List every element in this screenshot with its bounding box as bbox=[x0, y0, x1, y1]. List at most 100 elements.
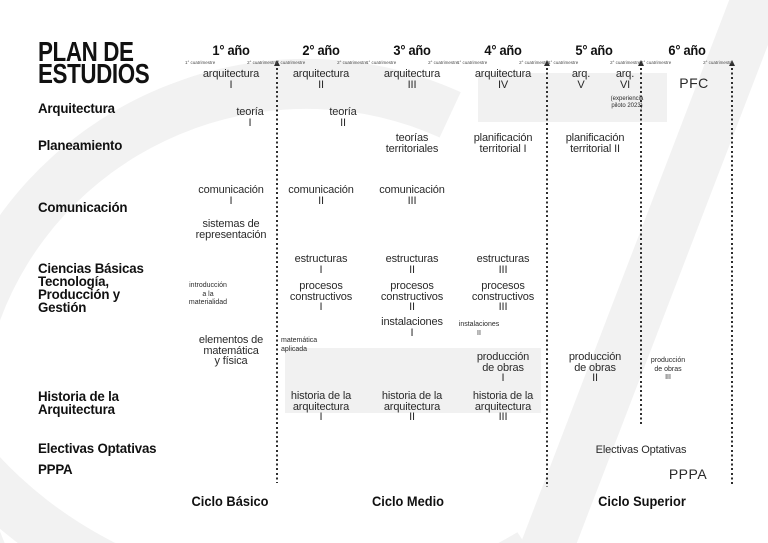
year-label: 4° año bbox=[484, 42, 522, 58]
course-line: planificación bbox=[565, 132, 625, 144]
course-line: procesos bbox=[299, 280, 343, 292]
course-line: II bbox=[318, 194, 324, 207]
row-label: Comunicación bbox=[38, 200, 128, 214]
course-line: historia de la bbox=[472, 390, 534, 402]
course-line: producción bbox=[568, 351, 622, 363]
course-line: producción bbox=[476, 351, 530, 363]
course-line: I bbox=[229, 194, 233, 207]
course-line: Electivas Optativas bbox=[595, 444, 687, 456]
row-label-line: Gestión bbox=[38, 299, 87, 315]
course-cell: arq. VI bbox=[605, 69, 645, 90]
course-line: elementos de bbox=[198, 334, 264, 346]
course-line: teoría bbox=[236, 106, 264, 118]
course-line: procesos bbox=[481, 280, 525, 292]
course-cell: arquitectura III bbox=[364, 69, 460, 90]
course-line: V bbox=[577, 78, 585, 91]
row-label: Planeamiento bbox=[38, 137, 123, 153]
course-line: sistemas de bbox=[202, 218, 260, 230]
course-line: comunicación bbox=[288, 184, 354, 196]
cycle-divider bbox=[276, 68, 278, 483]
row-label-line: PPPA bbox=[38, 461, 73, 477]
course-cell: teorías territoriales bbox=[364, 133, 460, 154]
course-cell: procesos constructivos III bbox=[455, 281, 551, 313]
course-line: III bbox=[407, 78, 417, 91]
row-label-line: Producción y bbox=[38, 286, 120, 302]
course-line: teoría bbox=[329, 106, 357, 118]
course-line: (experiencia bbox=[610, 96, 644, 102]
course-line: producción bbox=[650, 357, 686, 364]
course-line: arquitectura bbox=[474, 68, 532, 80]
cycle-divider bbox=[640, 68, 642, 425]
course-line: II bbox=[592, 372, 598, 385]
semester-labels: 1° cuatrimestre 2° cuatrimestre bbox=[457, 60, 549, 66]
course-cell: introducción a la materialidad bbox=[160, 282, 256, 308]
course-cell: PPPA bbox=[640, 466, 736, 482]
semester-labels: 1° cuatrimestre 2° cuatrimestre bbox=[366, 60, 458, 66]
year-header: 6° año 1° cuatrimestre 2° cuatrimestre bbox=[641, 43, 733, 66]
course-line: arq. bbox=[615, 68, 635, 80]
row-label-line: Historia de la bbox=[38, 388, 119, 404]
divider-arrow-up-icon bbox=[273, 60, 280, 66]
year-header: 5° año 1° cuatrimestre 2° cuatrimestre bbox=[548, 43, 640, 66]
course-cell: Electivas Optativas bbox=[576, 445, 706, 456]
cycle-divider bbox=[731, 68, 733, 484]
semester-2-label: 2° cuatrimestre bbox=[427, 60, 458, 66]
row-label-line: Electivas Optativas bbox=[38, 440, 157, 456]
semester-2-label: 2° cuatrimestre bbox=[336, 60, 367, 66]
semester-labels: 1° cuatrimestre 2° cuatrimestre bbox=[548, 60, 640, 66]
course-cell: (experiencia piloto 2023) bbox=[597, 96, 657, 110]
course-line: I bbox=[229, 78, 233, 91]
row-label: PPPA bbox=[38, 461, 73, 477]
course-line: a la bbox=[202, 290, 214, 298]
semester-2-label: 2° cuatrimestre bbox=[702, 60, 733, 66]
row-label-line: Ciencias Básicas bbox=[38, 260, 144, 276]
semester-2-label: 2° cuatrimestre bbox=[609, 60, 640, 66]
course-line: II bbox=[477, 329, 481, 337]
course-cell: estructuras II bbox=[364, 254, 460, 275]
course-line: I bbox=[248, 116, 252, 129]
course-cell: teoría I bbox=[202, 107, 298, 128]
highlight-block bbox=[285, 348, 541, 413]
cycle-divider bbox=[546, 68, 548, 487]
course-line: historia de la bbox=[381, 390, 443, 402]
course-cell: historia de la arquitectura II bbox=[364, 391, 460, 423]
course-line: de obras bbox=[654, 365, 682, 373]
cycle-label: Ciclo Medio bbox=[372, 494, 444, 509]
course-cell: comunicación I bbox=[183, 185, 279, 206]
course-line: instalaciones bbox=[458, 321, 500, 328]
course-cell: arquitectura II bbox=[273, 69, 369, 90]
course-line: PPPA bbox=[668, 466, 708, 482]
course-line: historia de la bbox=[290, 390, 352, 402]
course-line: III bbox=[498, 411, 508, 424]
course-cell: arquitectura IV bbox=[455, 69, 551, 90]
page-title: PLAN DE ESTUDIOS bbox=[38, 38, 150, 89]
course-line: teorías bbox=[395, 132, 429, 144]
semester-1-label: 1° cuatrimestre bbox=[275, 60, 306, 66]
course-cell: comunicación III bbox=[364, 185, 460, 206]
row-label-line: Planeamiento bbox=[38, 137, 123, 153]
course-cell: sistemas de representación bbox=[183, 219, 279, 240]
semester-2-label: 2° cuatrimestre bbox=[246, 60, 277, 66]
row-label-line: Tecnología, bbox=[38, 273, 109, 289]
course-line: I bbox=[319, 263, 323, 276]
row-label: Electivas Optativas bbox=[38, 440, 157, 456]
course-line: I bbox=[319, 301, 323, 314]
course-cell: producción de obras III bbox=[620, 357, 716, 383]
page-title-line: ESTUDIOS bbox=[38, 58, 150, 89]
course-line: introducción bbox=[189, 282, 227, 289]
cycle-label: Ciclo Superior bbox=[598, 494, 686, 509]
course-cell: comunicación II bbox=[273, 185, 369, 206]
course-cell: instalaciones II bbox=[431, 321, 527, 338]
highlight-block bbox=[478, 73, 667, 122]
course-cell: historia de la arquitectura III bbox=[455, 391, 551, 423]
course-cell: instalaciones I bbox=[364, 317, 460, 338]
course-cell: matemática aplicada bbox=[281, 337, 351, 354]
course-cell: procesos constructivos II bbox=[364, 281, 460, 313]
course-line: III bbox=[498, 301, 508, 314]
course-line: VI bbox=[619, 78, 631, 91]
year-label: 1° año bbox=[212, 42, 250, 58]
divider-arrow-up-icon bbox=[543, 60, 550, 66]
course-line: estructuras bbox=[476, 253, 530, 265]
